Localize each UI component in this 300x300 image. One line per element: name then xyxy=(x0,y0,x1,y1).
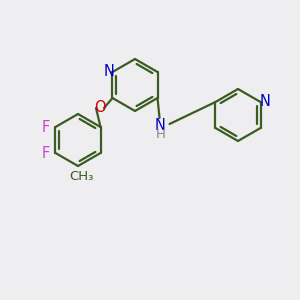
Text: F: F xyxy=(41,146,50,160)
Text: N: N xyxy=(155,118,166,134)
Text: H: H xyxy=(156,128,166,140)
Text: O: O xyxy=(94,100,106,116)
Text: N: N xyxy=(260,94,271,109)
Text: N: N xyxy=(104,64,115,79)
Text: F: F xyxy=(41,119,50,134)
Text: CH₃: CH₃ xyxy=(69,169,93,182)
